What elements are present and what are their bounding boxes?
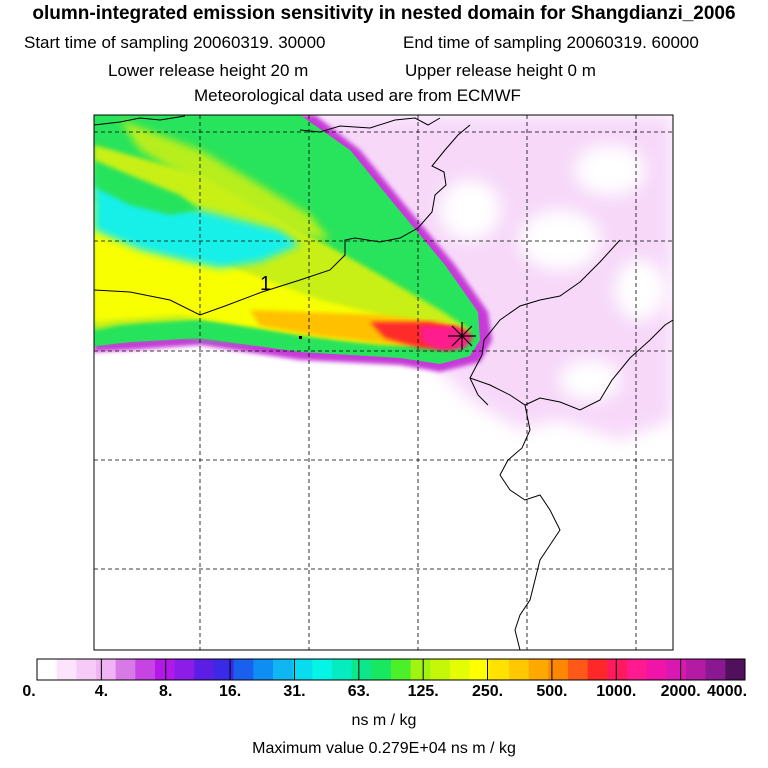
end-time-label: End time of sampling 20060319. 60000 [403,33,699,52]
colorbar-segment [646,659,667,680]
colorbar-tick-label: 16. [218,683,242,700]
colorbar-tick-label: 8. [159,683,173,700]
colorbar-segment [253,659,274,680]
colorbar-segment [528,659,549,680]
colorbar-segment [391,659,412,680]
colorbar-segment [115,659,136,680]
colorbar-segment [214,659,235,680]
colorbar-segment [489,659,510,680]
colorbar-segment [548,659,569,680]
receptor-marker [448,322,476,350]
colorbar-segment [469,659,490,680]
colorbar-tick-label: 125. [407,683,439,700]
colorbar-segment [76,659,97,680]
units-label: ns m / kg [351,712,417,729]
colorbar-tick-label: 4000. [706,683,748,700]
colorbar-segment [410,659,431,680]
colorbar-segment [568,659,589,680]
colorbar-segment [56,659,77,680]
colorbar-segment [430,659,451,680]
colorbar-segment [705,659,726,680]
colorbar-tick-label: 2000. [660,683,701,700]
meteorological-data-label: Meteorological data used are from ECMWF [194,86,521,105]
lower-release-height-label: Lower release height 20 m [108,61,309,80]
colorbar-segment [292,659,313,680]
map-field [94,115,673,650]
map-frame [93,114,674,651]
colorbar-segment [686,659,707,680]
colorbar [36,658,746,681]
colorbar-tick-label: 1000. [596,683,637,700]
colorbar-tick-label: 250. [471,683,504,700]
colorbar-segment [450,659,471,680]
colorbar-segment [607,659,628,680]
colorbar-segment [312,659,333,680]
colorbar-segment [725,659,746,680]
colorbar-segment [332,659,353,680]
colorbar-segment [351,659,372,680]
colorbar-segment [135,659,156,680]
colorbar-tick-label: 4. [94,683,109,700]
colorbar-segment [155,659,176,680]
grid-lines [94,115,673,650]
colorbar-segment [666,659,687,680]
colorbar-segment [96,659,117,680]
colorbar-segment [194,659,215,680]
colorbar-tick-label: 31. [283,683,306,700]
plume [94,115,492,372]
colorbar-tick-label: 63. [347,683,370,700]
start-time-label: Start time of sampling 20060319. 30000 [24,33,326,52]
colorbar-segment [509,659,530,680]
colorbar-segment [371,659,392,680]
colorbar-segment [587,659,608,680]
station-dot [299,336,302,339]
maximum-value-label: Maximum value 0.279E+04 ns m / kg [252,740,516,757]
colorbar-frame [36,658,746,681]
colorbar-segment [233,659,254,680]
colorbar-segment [627,659,648,680]
colorbar-tick-label: 500. [536,683,568,700]
contour-label: 1 [260,273,271,295]
colorbar-segment [273,659,294,680]
upper-release-height-label: Upper release height 0 m [405,61,596,80]
map-title: olumn-integrated emission sensitivity in… [32,3,736,24]
coastline [94,115,673,650]
colorbar-tick-label: 0. [22,683,36,700]
colorbar-segment [37,659,58,680]
colorbar-segment [174,659,195,680]
